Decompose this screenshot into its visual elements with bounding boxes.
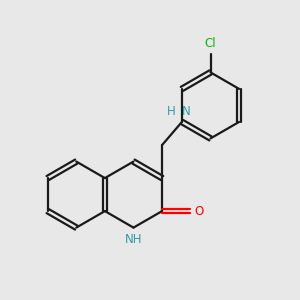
Text: O: O (194, 205, 203, 218)
Text: Cl: Cl (205, 37, 216, 50)
Text: H: H (167, 105, 176, 118)
Text: NH: NH (125, 232, 142, 246)
Text: N: N (182, 105, 191, 118)
